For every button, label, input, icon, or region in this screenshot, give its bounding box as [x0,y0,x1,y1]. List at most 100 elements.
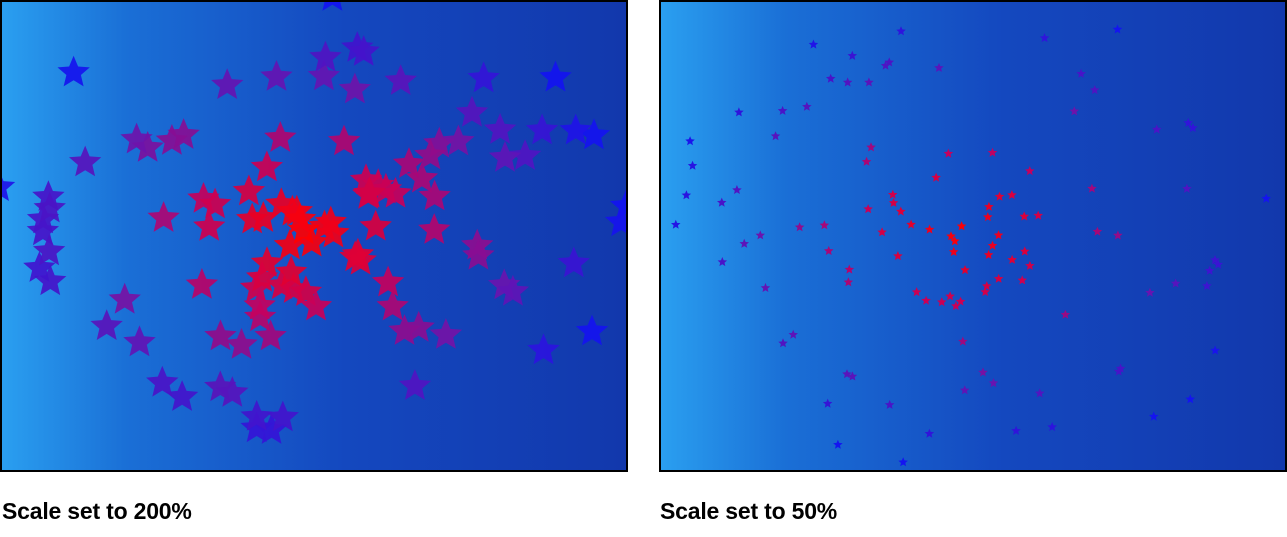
star-particle [1183,117,1193,127]
figure-caption: Scale set to 50% [660,498,838,524]
star-particle [264,121,297,152]
star-particle [884,399,895,409]
star-particle [347,35,380,66]
star-particle [402,310,435,342]
star-particle [1019,211,1029,221]
star-particle [557,246,590,278]
star-particle [993,273,1004,283]
star-particle [808,39,819,49]
star-particle [896,26,906,36]
star-particle [1149,411,1159,421]
star-particle [1170,278,1181,288]
star-particle [794,222,805,232]
star-particle [1213,259,1223,269]
star-particle [1087,183,1097,193]
star-particle [605,205,626,237]
star-particle [525,113,559,145]
star-particle [826,73,836,83]
star-particle [685,136,695,146]
star-particle [946,231,956,241]
star-particle [734,107,744,117]
star-particle [414,138,447,170]
star-particles [2,2,626,444]
star-particle [1152,124,1162,134]
star-particle [147,201,180,232]
star-particle [770,131,781,141]
star-particle [994,191,1005,201]
star-particle [575,314,609,346]
star-particle [254,319,287,351]
particle-preview-scale-200 [0,0,628,472]
star-particle [577,118,611,150]
star-particle [243,288,276,320]
star-particle [26,214,59,246]
star-particle [90,309,123,340]
star-particle [284,202,317,234]
star-particle [275,255,308,287]
star-particles [671,24,1271,467]
star-particle [778,338,788,348]
star-particle [1017,275,1027,285]
star-particle [299,289,333,321]
star-particle [1020,246,1030,256]
star-particle [1112,24,1123,34]
star-particle [842,369,852,379]
star-particle [250,150,283,182]
star-particle [988,378,999,388]
star-particle [788,329,798,339]
star-particle [165,380,199,411]
star-particle [488,140,522,172]
star-particle [896,206,906,216]
star-particle [822,398,833,408]
star-particle [527,333,560,365]
star-particle [824,246,834,255]
star-particle [1034,388,1045,398]
star-particle [866,142,876,152]
star-particle [888,189,898,199]
star-particle [146,365,179,397]
star-particle [442,124,475,156]
star-particle [987,147,998,157]
star-particle [371,265,405,297]
star-particle [943,148,954,158]
star-particle [978,367,988,377]
star-particle [429,318,463,349]
star-particle [717,197,727,207]
star-particle [204,319,237,351]
star-particle [379,176,412,208]
star-particle [108,282,141,314]
star-particle [877,227,887,237]
star-particle [398,369,432,400]
star-particle [1025,260,1035,270]
star-particle [2,177,16,201]
star-particle [225,328,258,359]
star-particle [155,124,188,155]
star-particle [376,289,409,321]
star-particle [418,213,451,244]
star-particle [842,77,853,87]
star-particle [755,230,765,240]
star-particle [921,295,931,305]
star-particle [1210,345,1220,355]
star-particle [956,221,967,231]
star-particle [893,251,903,261]
star-particle [955,296,966,306]
star-particle [777,105,788,115]
star-particle [844,264,855,274]
star-particle [987,240,998,250]
star-particle [880,60,891,70]
star-particle [23,251,56,282]
star-particle [198,187,232,219]
star-particle [232,174,266,206]
particle-preview-scale-50 [659,0,1287,472]
star-particle [1089,85,1100,95]
star-particle [307,59,341,91]
star-particle [392,147,426,178]
star-particle [950,236,960,246]
star-particle [240,411,273,443]
star-particle [273,228,307,260]
star-particle [948,246,959,256]
star-particle [1113,230,1123,240]
star-particle [911,287,922,297]
star-particle [483,113,517,144]
